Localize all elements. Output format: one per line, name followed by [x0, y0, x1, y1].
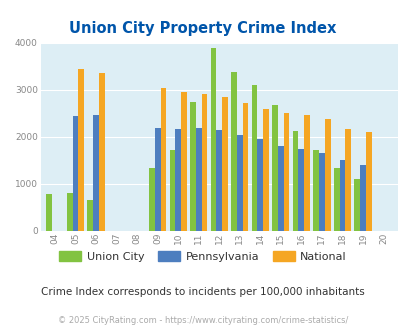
Bar: [190, 102, 195, 231]
Bar: [181, 92, 186, 231]
Bar: [345, 129, 350, 231]
Bar: [333, 168, 339, 231]
Bar: [67, 193, 72, 231]
Text: Crime Index corresponds to incidents per 100,000 inhabitants: Crime Index corresponds to incidents per…: [41, 287, 364, 297]
Bar: [160, 87, 166, 231]
Bar: [93, 115, 99, 231]
Bar: [242, 103, 248, 231]
Bar: [99, 73, 104, 231]
Bar: [271, 106, 277, 231]
Bar: [277, 147, 283, 231]
Bar: [201, 94, 207, 231]
Bar: [195, 128, 201, 231]
Bar: [318, 153, 324, 231]
Bar: [365, 132, 371, 231]
Bar: [78, 69, 84, 231]
Bar: [313, 150, 318, 231]
Bar: [292, 131, 298, 231]
Bar: [236, 135, 242, 231]
Bar: [72, 116, 78, 231]
Bar: [324, 118, 330, 231]
Bar: [339, 160, 345, 231]
Bar: [210, 48, 216, 231]
Bar: [216, 130, 222, 231]
Bar: [262, 109, 268, 231]
Bar: [303, 115, 309, 231]
Bar: [298, 149, 303, 231]
Bar: [149, 168, 154, 231]
Bar: [87, 200, 93, 231]
Bar: [222, 97, 227, 231]
Bar: [169, 150, 175, 231]
Bar: [46, 194, 52, 231]
Bar: [359, 165, 365, 231]
Text: © 2025 CityRating.com - https://www.cityrating.com/crime-statistics/: © 2025 CityRating.com - https://www.city…: [58, 315, 347, 325]
Bar: [354, 179, 359, 231]
Legend: Union City, Pennsylvania, National: Union City, Pennsylvania, National: [59, 251, 346, 262]
Text: Union City Property Crime Index: Union City Property Crime Index: [69, 21, 336, 36]
Bar: [154, 128, 160, 231]
Bar: [175, 129, 181, 231]
Bar: [230, 72, 236, 231]
Bar: [257, 139, 262, 231]
Bar: [283, 113, 289, 231]
Bar: [251, 85, 257, 231]
